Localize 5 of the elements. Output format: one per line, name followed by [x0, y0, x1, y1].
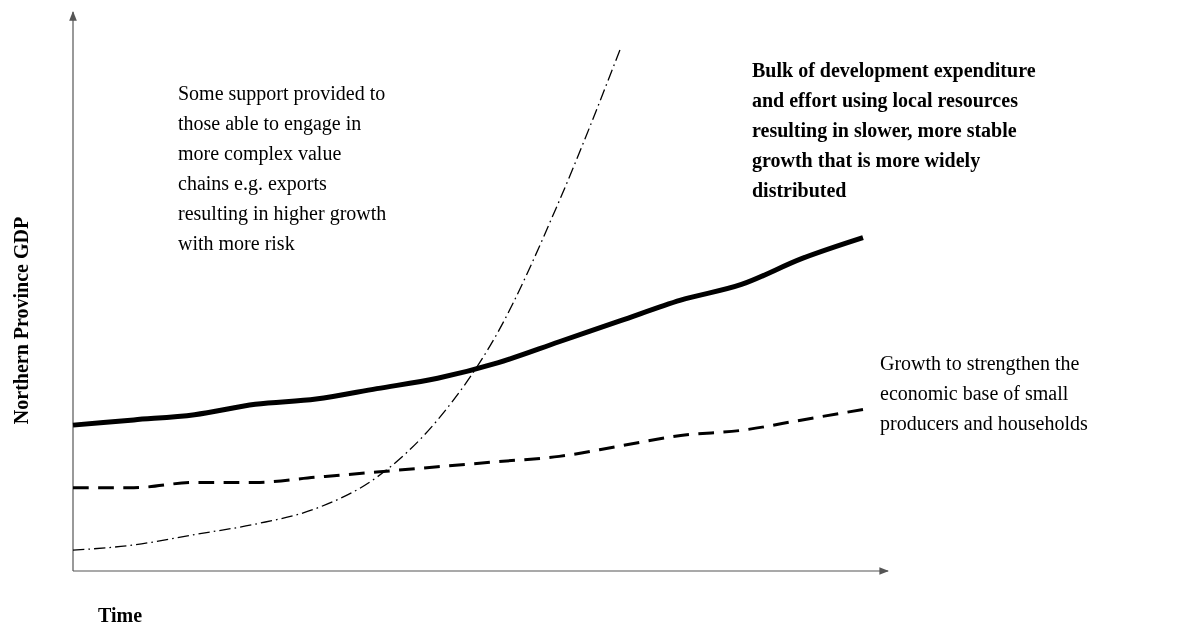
annotation: Growth to strengthen the economic base of small producers and households — [880, 352, 1088, 435]
x-axis-title: Time — [97, 604, 143, 626]
annotation: Some support provided to those able to engage in more complex value chains e.g. exports resulting in higher growth with more risk — [178, 82, 387, 254]
y-axis-title: Northern Province GDP — [10, 216, 32, 425]
annotation: Bulk of development expenditure and effort using local resources resulting in slower, more stable growth that is more widely distributed — [752, 59, 1036, 201]
